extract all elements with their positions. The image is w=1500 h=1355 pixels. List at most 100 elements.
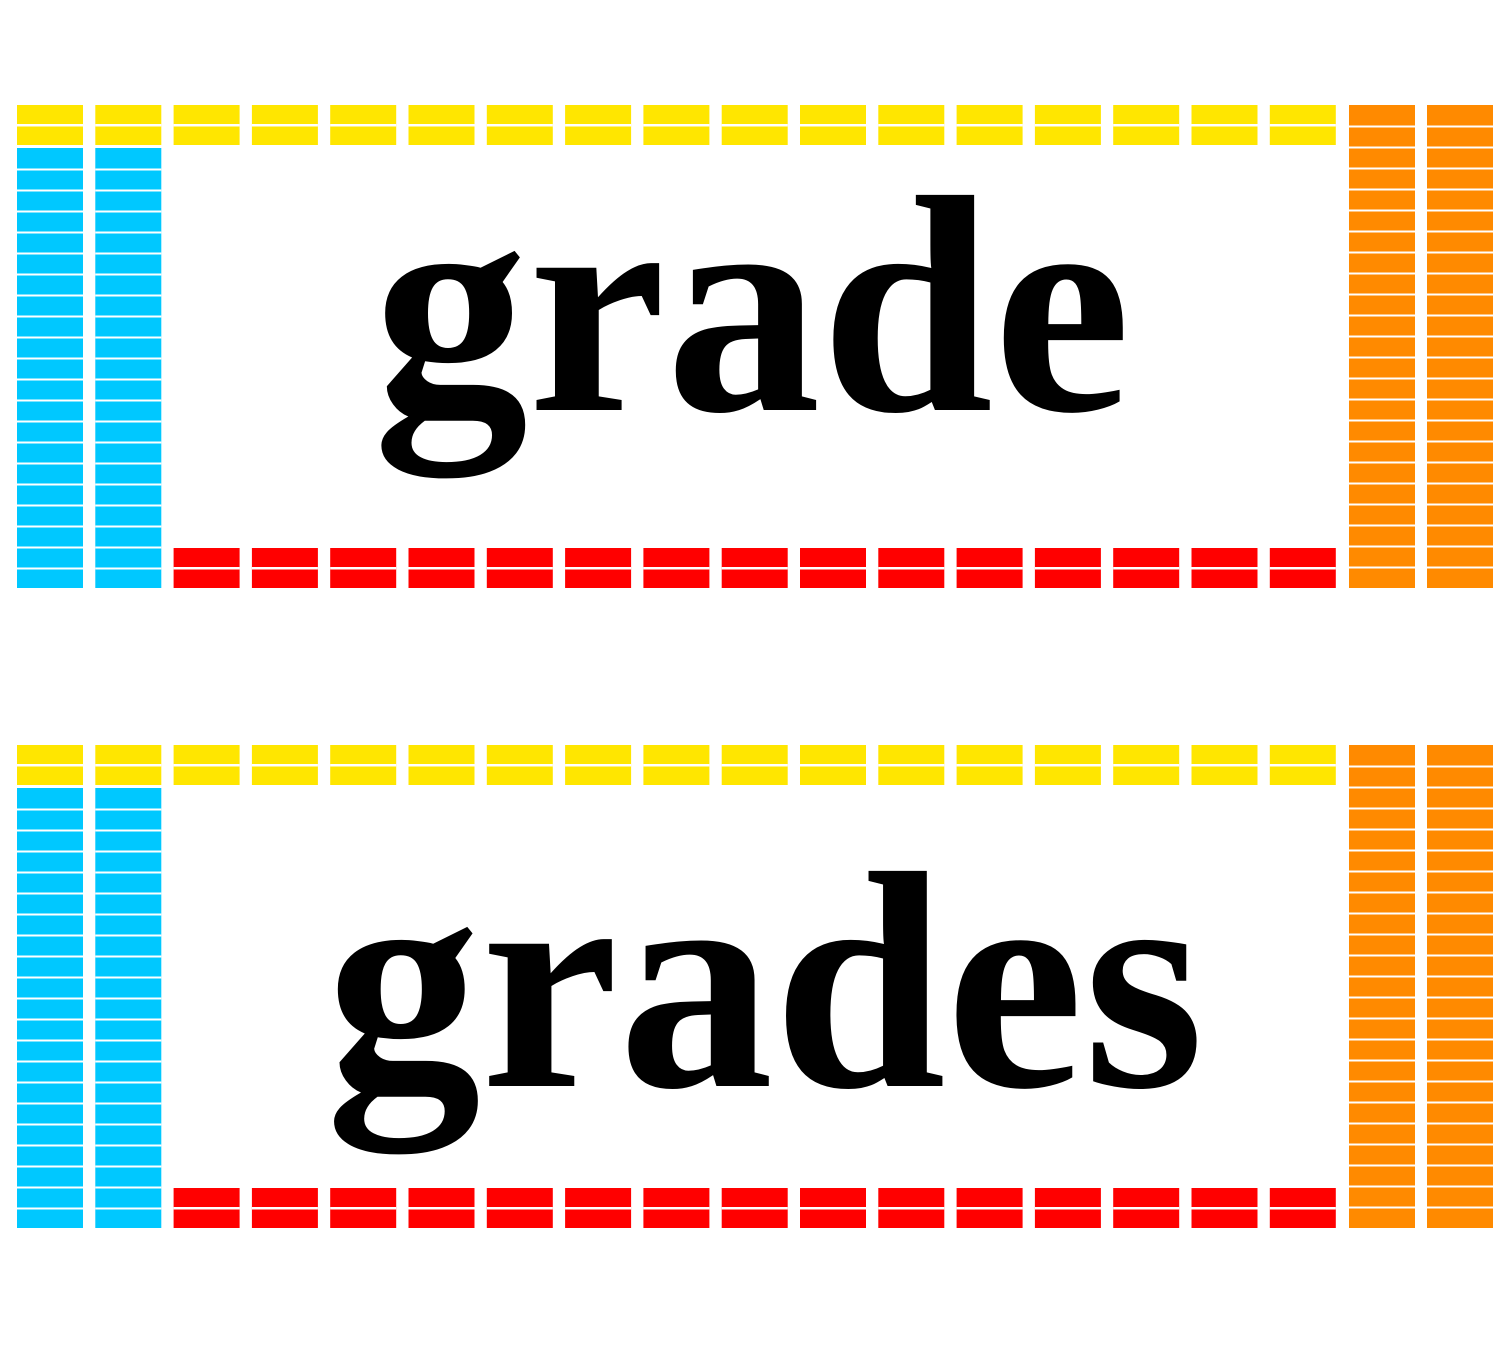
brick-divider <box>95 829 162 832</box>
segment-divider <box>565 1207 632 1210</box>
brick-divider <box>1427 1101 1493 1104</box>
brick-divider <box>1427 849 1493 852</box>
brick-divider <box>1427 398 1493 401</box>
segment-divider <box>1034 567 1101 570</box>
brick-divider <box>1349 566 1415 569</box>
brick-divider <box>95 850 162 853</box>
brick-divider <box>1349 167 1415 170</box>
brick-divider <box>17 462 83 465</box>
brick-divider <box>1349 975 1415 978</box>
brick-divider <box>1349 996 1415 999</box>
brick-divider <box>1427 996 1493 999</box>
brick-divider <box>1349 1101 1415 1104</box>
segment-divider <box>721 1207 788 1210</box>
brick-divider <box>1349 440 1415 443</box>
brick-divider <box>17 483 83 486</box>
brick-divider <box>95 955 162 958</box>
brick-divider <box>1427 461 1493 464</box>
brick-divider <box>1427 188 1493 191</box>
brick-divider <box>1427 503 1493 506</box>
brick-divider <box>17 955 83 958</box>
brick-divider <box>17 913 83 916</box>
brick-divider <box>1349 188 1415 191</box>
segment-divider <box>878 764 945 767</box>
segment-divider <box>1113 764 1180 767</box>
segment-divider <box>486 764 553 767</box>
brick-divider <box>17 871 83 874</box>
brick-divider <box>17 441 83 444</box>
brick-divider <box>1427 251 1493 254</box>
brick-divider <box>17 168 83 171</box>
segment-divider <box>408 1207 475 1210</box>
segment-divider <box>173 567 240 570</box>
brick-divider <box>1349 398 1415 401</box>
brick-divider <box>17 829 83 832</box>
brick-divider <box>95 252 162 255</box>
brick-divider <box>95 1144 162 1147</box>
brick-divider <box>1349 870 1415 873</box>
brick-divider <box>1427 1143 1493 1146</box>
brick-divider <box>95 1186 162 1189</box>
brick-divider <box>1427 167 1493 170</box>
segment-divider <box>800 124 866 127</box>
brick-divider <box>17 210 83 213</box>
brick-divider <box>17 1102 83 1105</box>
brick-divider <box>1349 933 1415 936</box>
brick-divider <box>95 462 162 465</box>
segment-divider <box>95 124 162 127</box>
brick-divider <box>1349 503 1415 506</box>
segment-divider <box>800 1207 866 1210</box>
segment-divider <box>1191 1207 1258 1210</box>
brick-divider <box>1427 335 1493 338</box>
segment-divider <box>1269 567 1336 570</box>
brick-divider <box>1349 1080 1415 1083</box>
brick-divider <box>1427 1038 1493 1041</box>
brick-divider <box>17 1018 83 1021</box>
segment-divider <box>408 124 475 127</box>
brick-divider <box>17 1039 83 1042</box>
brick-divider <box>1427 566 1493 569</box>
segment-divider <box>956 1207 1023 1210</box>
segment-divider <box>800 764 866 767</box>
brick-divider <box>95 399 162 402</box>
brick-divider <box>17 567 83 570</box>
brick-divider <box>95 525 162 528</box>
brick-divider <box>1427 1017 1493 1020</box>
brick-divider <box>1427 482 1493 485</box>
brick-divider <box>95 976 162 979</box>
segment-divider <box>173 124 240 127</box>
brick-divider <box>17 252 83 255</box>
brick-divider <box>17 1060 83 1063</box>
brick-divider <box>1427 933 1493 936</box>
brick-divider <box>1349 146 1415 149</box>
segment-divider <box>251 124 318 127</box>
segment-divider <box>878 1207 945 1210</box>
brick-divider <box>95 210 162 213</box>
brick-divider <box>1427 209 1493 212</box>
brick-divider <box>95 273 162 276</box>
brick-divider <box>95 1207 162 1210</box>
segment-divider <box>173 764 240 767</box>
segment-divider <box>878 124 945 127</box>
right-border-column <box>1349 745 1415 1228</box>
segment-divider <box>1191 764 1258 767</box>
left-border-column <box>95 788 162 1228</box>
left-border-column <box>17 148 83 588</box>
brick-divider <box>1427 419 1493 422</box>
word-card <box>17 105 1493 588</box>
segment-divider <box>800 567 866 570</box>
segment-divider <box>1191 567 1258 570</box>
brick-divider <box>95 892 162 895</box>
segment-divider <box>956 124 1023 127</box>
brick-divider <box>17 892 83 895</box>
brick-divider <box>17 399 83 402</box>
brick-divider <box>17 1081 83 1084</box>
brick-divider <box>1349 954 1415 957</box>
segment-divider <box>330 764 397 767</box>
brick-divider <box>95 357 162 360</box>
brick-divider <box>17 1123 83 1126</box>
left-border-column <box>95 148 162 588</box>
brick-divider <box>1349 786 1415 789</box>
segment-divider <box>251 567 318 570</box>
brick-divider <box>1349 891 1415 894</box>
